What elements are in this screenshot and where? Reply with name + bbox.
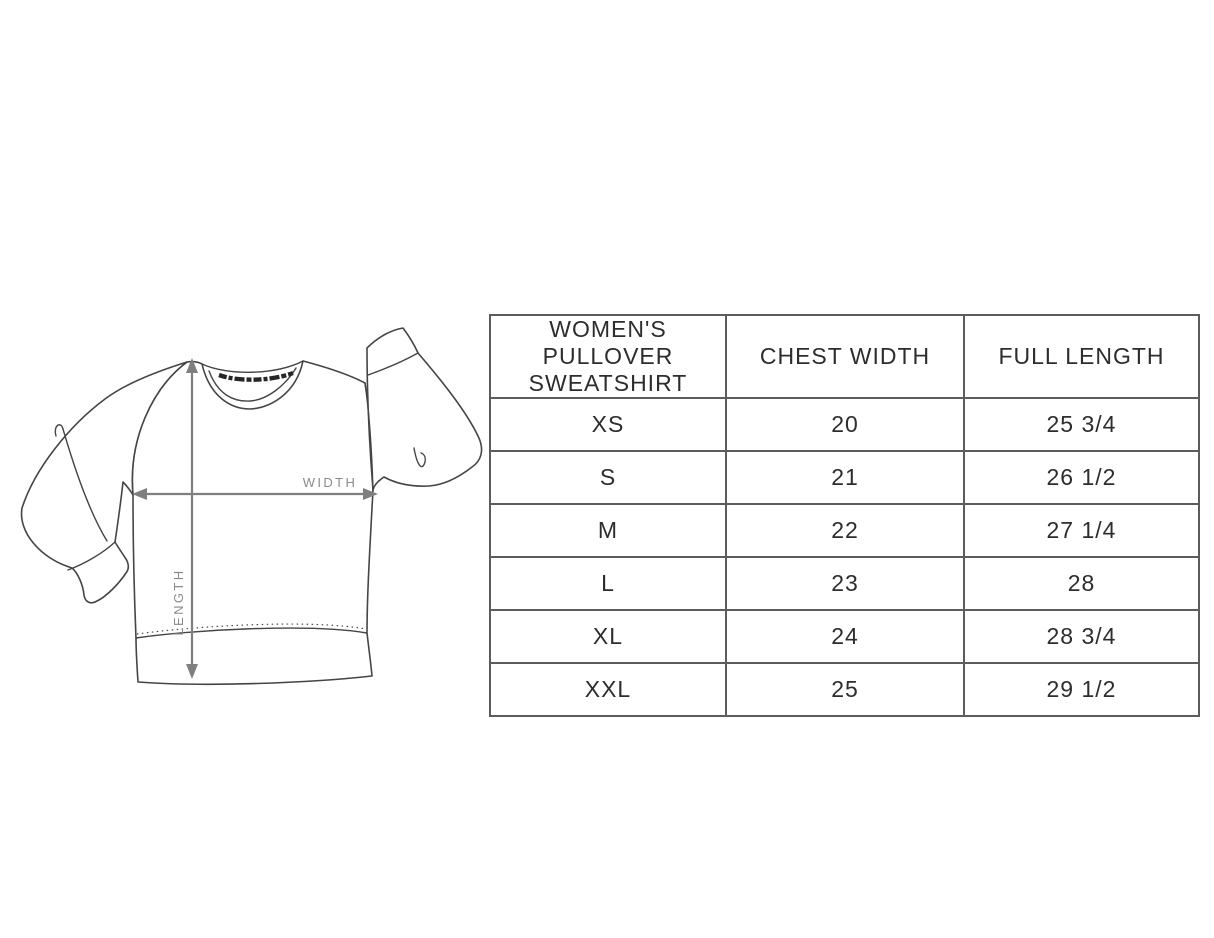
left-sleeve-crease — [62, 428, 108, 542]
chest-width-cell: 25 — [725, 662, 965, 717]
collar-backneck-line — [201, 360, 304, 374]
table-header-row: WOMEN'S PULLOVER SWEATSHIRT CHEST WIDTH … — [489, 314, 1200, 399]
chest-width-cell: 22 — [725, 503, 965, 558]
size-cell: S — [489, 450, 727, 505]
chest-width-cell: 20 — [725, 397, 965, 452]
table-row: L 23 28 — [489, 556, 1200, 611]
length-arrow — [186, 358, 198, 679]
left-sleeve-hook — [54, 424, 64, 437]
chest-width-cell: 21 — [725, 450, 965, 505]
collar-tape-hatching — [218, 370, 294, 382]
chest-width-cell: 23 — [725, 556, 965, 611]
table-row: XS 20 25 3/4 — [489, 397, 1200, 452]
full-length-cell: 28 — [963, 556, 1200, 611]
size-chart-table: WOMEN'S PULLOVER SWEATSHIRT CHEST WIDTH … — [489, 314, 1200, 717]
sweatshirt-sketch-svg: WIDTH LENGTH — [20, 327, 483, 686]
right-armhole-seam — [364, 382, 374, 491]
left-sleeve — [20, 361, 188, 604]
full-length-cell: 29 1/2 — [963, 662, 1200, 717]
chest-width-cell: 24 — [725, 609, 965, 664]
full-length-cell: 26 1/2 — [963, 450, 1200, 505]
table-row: XXL 25 29 1/2 — [489, 662, 1200, 717]
right-cuff-seam — [367, 352, 419, 376]
width-arrow — [132, 488, 378, 500]
length-label: LENGTH — [171, 568, 186, 635]
sweatshirt-diagram: WIDTH LENGTH — [10, 310, 490, 700]
hem-seam — [135, 627, 368, 639]
full-length-cell: 27 1/4 — [963, 503, 1200, 558]
size-cell: XS — [489, 397, 727, 452]
table-row: M 22 27 1/4 — [489, 503, 1200, 558]
sweatshirt-body — [131, 360, 374, 686]
width-label: WIDTH — [303, 475, 358, 490]
size-cell: L — [489, 556, 727, 611]
collar-inner-curve — [208, 367, 297, 402]
hem-stitch-dots — [136, 623, 367, 635]
right-sleeve — [366, 327, 483, 491]
full-length-cell: 25 3/4 — [963, 397, 1200, 452]
right-sleeve-hook — [413, 447, 426, 468]
size-cell: XL — [489, 609, 727, 664]
column-header-chest-width: CHEST WIDTH — [725, 314, 965, 399]
table-row: S 21 26 1/2 — [489, 450, 1200, 505]
size-cell: M — [489, 503, 727, 558]
column-header-full-length: FULL LENGTH — [963, 314, 1200, 399]
table-row: XL 24 28 3/4 — [489, 609, 1200, 664]
size-cell: XXL — [489, 662, 727, 717]
full-length-cell: 28 3/4 — [963, 609, 1200, 664]
left-cuff-seam — [67, 541, 116, 571]
chart-title-cell: WOMEN'S PULLOVER SWEATSHIRT — [489, 314, 727, 399]
